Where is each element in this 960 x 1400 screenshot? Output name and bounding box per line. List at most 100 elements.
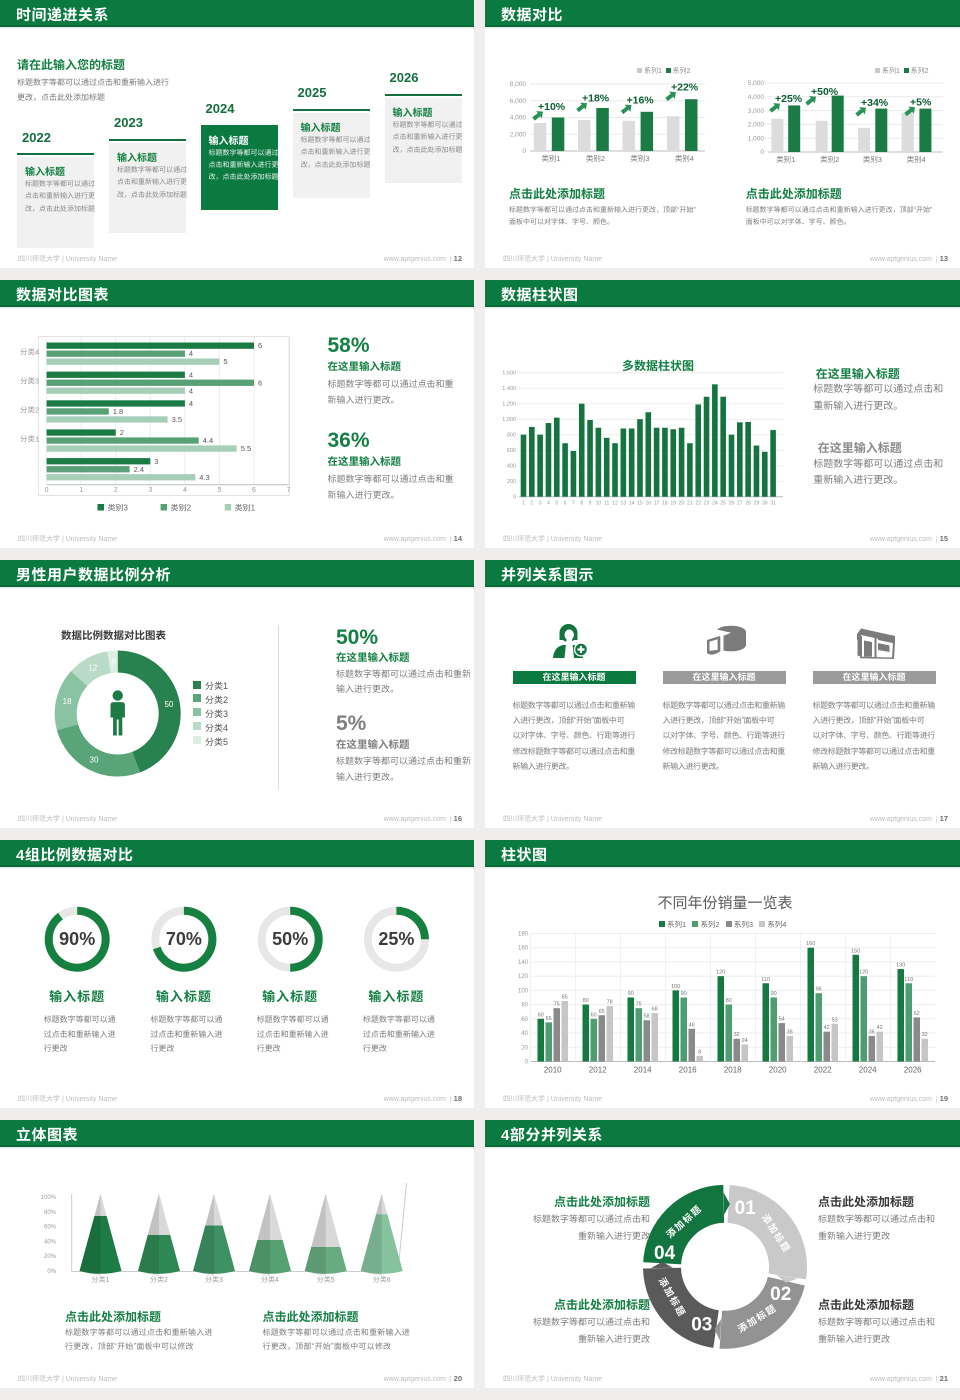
svg-text:100: 100 — [518, 988, 529, 994]
svg-text:+34%: +34% — [861, 97, 889, 109]
svg-text:80%: 80% — [44, 1210, 57, 1216]
svg-text:12: 12 — [88, 664, 97, 673]
svg-text:96: 96 — [816, 987, 822, 993]
svg-text:68: 68 — [652, 1007, 658, 1013]
svg-text:6: 6 — [252, 487, 256, 494]
svg-text:46: 46 — [689, 1022, 695, 1028]
svg-text:110: 110 — [761, 977, 770, 983]
svg-text:+50%: +50% — [811, 86, 839, 98]
svg-text:110: 110 — [904, 977, 913, 983]
svg-text:3.5: 3.5 — [172, 415, 182, 424]
svg-text:类别2: 类别2 — [820, 155, 839, 164]
svg-text:4: 4 — [547, 501, 550, 507]
svg-text:50: 50 — [164, 700, 173, 709]
svg-text:8,000: 8,000 — [510, 81, 527, 88]
svg-text:180: 180 — [518, 932, 529, 938]
svg-text:90: 90 — [771, 991, 777, 997]
svg-text:类别1: 类别1 — [235, 504, 256, 513]
svg-text:9: 9 — [589, 501, 592, 507]
svg-text:5: 5 — [217, 487, 221, 494]
svg-text:1: 1 — [522, 501, 525, 507]
svg-text:130: 130 — [896, 963, 905, 969]
svg-text:19: 19 — [670, 501, 676, 507]
svg-text:2012: 2012 — [589, 1066, 607, 1075]
svg-text:2,000: 2,000 — [510, 131, 527, 138]
svg-text:分类1: 分类1 — [92, 1276, 110, 1284]
svg-text:17: 17 — [654, 501, 660, 507]
svg-text:54: 54 — [779, 1017, 785, 1023]
svg-text:1,000: 1,000 — [748, 135, 765, 142]
svg-text:3: 3 — [539, 501, 542, 507]
svg-text:11: 11 — [604, 501, 609, 507]
svg-text:8: 8 — [580, 501, 583, 507]
svg-text:3,000: 3,000 — [748, 108, 765, 115]
svg-text:29: 29 — [754, 501, 760, 507]
svg-text:53: 53 — [832, 1017, 838, 1023]
svg-text:120: 120 — [859, 970, 868, 976]
svg-text:23: 23 — [704, 501, 710, 507]
svg-text:14: 14 — [629, 501, 635, 507]
svg-text:+10%: +10% — [538, 101, 566, 113]
svg-text:40%: 40% — [44, 1239, 57, 1245]
svg-text:27: 27 — [737, 501, 743, 507]
svg-text:15: 15 — [637, 501, 643, 507]
svg-text:4: 4 — [189, 386, 193, 395]
svg-text:25%: 25% — [378, 929, 414, 949]
svg-text:1,400: 1,400 — [502, 386, 516, 392]
svg-text:140: 140 — [518, 960, 529, 966]
svg-text:2,000: 2,000 — [748, 122, 765, 129]
svg-text:60: 60 — [521, 1017, 528, 1023]
svg-text:160: 160 — [518, 946, 529, 952]
svg-text:5: 5 — [223, 357, 227, 366]
svg-text:2014: 2014 — [634, 1066, 652, 1075]
svg-text:分类6: 分类6 — [373, 1276, 391, 1284]
svg-text:5: 5 — [555, 501, 558, 507]
svg-text:1.8: 1.8 — [113, 407, 123, 416]
svg-text:40: 40 — [521, 1031, 528, 1037]
svg-text:3: 3 — [111, 658, 116, 667]
svg-text:42: 42 — [824, 1025, 830, 1031]
svg-text:02: 02 — [770, 1284, 791, 1305]
svg-text:60%: 60% — [44, 1225, 57, 1231]
svg-text:分类5: 分类5 — [317, 1276, 335, 1284]
svg-text:1,200: 1,200 — [502, 402, 516, 408]
svg-text:2026: 2026 — [904, 1066, 922, 1075]
svg-text:3: 3 — [154, 457, 158, 466]
svg-text:6,000: 6,000 — [510, 98, 527, 105]
svg-text:120: 120 — [716, 970, 725, 976]
svg-text:90%: 90% — [59, 929, 95, 949]
svg-text:6: 6 — [564, 501, 567, 507]
svg-text:60: 60 — [591, 1012, 597, 1018]
svg-text:类别3: 类别3 — [630, 154, 649, 163]
svg-text:18: 18 — [662, 501, 668, 507]
svg-text:20: 20 — [521, 1045, 528, 1051]
svg-text:3: 3 — [148, 487, 152, 494]
svg-text:分类4: 分类4 — [261, 1276, 279, 1284]
svg-text:150: 150 — [851, 948, 860, 954]
svg-text:0: 0 — [45, 487, 49, 494]
svg-text:42: 42 — [877, 1025, 883, 1031]
svg-text:类别2: 类别2 — [586, 154, 605, 163]
svg-text:65: 65 — [599, 1009, 605, 1015]
svg-text:4.4: 4.4 — [203, 436, 213, 445]
svg-text:90: 90 — [628, 991, 634, 997]
svg-text:70%: 70% — [166, 929, 202, 949]
svg-text:32: 32 — [734, 1032, 740, 1038]
svg-text:50%: 50% — [272, 929, 308, 949]
svg-text:分类2: 分类2 — [20, 405, 39, 414]
svg-text:+25%: +25% — [775, 93, 803, 105]
svg-text:75: 75 — [554, 1002, 560, 1008]
svg-text:0: 0 — [522, 148, 526, 155]
svg-text:55: 55 — [546, 1016, 552, 1022]
svg-text:+5%: +5% — [910, 97, 932, 109]
svg-text:10: 10 — [596, 501, 602, 507]
svg-text:22: 22 — [695, 501, 701, 507]
svg-text:01: 01 — [735, 1198, 757, 1219]
svg-text:78: 78 — [607, 1000, 613, 1006]
svg-text:21: 21 — [687, 501, 693, 507]
svg-text:4: 4 — [189, 349, 193, 358]
svg-text:36: 36 — [869, 1029, 875, 1035]
svg-text:4: 4 — [189, 399, 193, 408]
svg-text:6: 6 — [258, 378, 262, 387]
svg-text:400: 400 — [507, 464, 516, 470]
